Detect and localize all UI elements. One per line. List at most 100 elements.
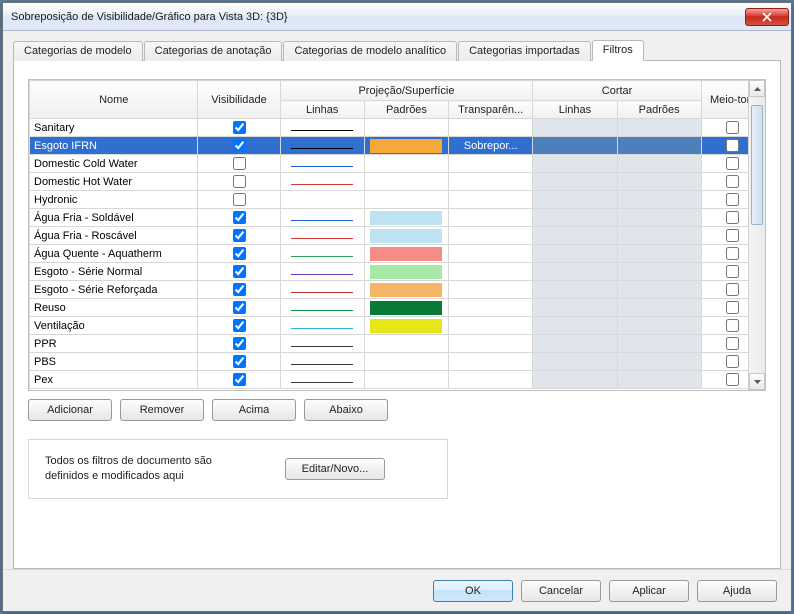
proj-lines-cell[interactable] — [280, 245, 364, 263]
cancel-button[interactable]: Cancelar — [521, 580, 601, 602]
halftone-checkbox[interactable] — [726, 121, 739, 134]
proj-lines-cell[interactable] — [280, 155, 364, 173]
halftone-checkbox[interactable] — [726, 265, 739, 278]
header-proj-transparency[interactable]: Transparên... — [449, 101, 533, 119]
table-row[interactable]: Água Quente - Aquatherm — [30, 245, 765, 263]
filter-name-cell[interactable]: Água Quente - Aquatherm — [30, 245, 198, 263]
proj-patterns-cell[interactable] — [364, 299, 448, 317]
proj-patterns-cell[interactable] — [364, 227, 448, 245]
visibility-checkbox[interactable] — [233, 139, 246, 152]
grid-vertical-scrollbar[interactable] — [748, 80, 765, 390]
cut-patterns-cell[interactable] — [617, 263, 701, 281]
visibility-checkbox[interactable] — [233, 319, 246, 332]
visibility-cell[interactable] — [198, 281, 280, 299]
proj-patterns-cell[interactable] — [364, 119, 448, 137]
proj-transparency-cell[interactable] — [449, 209, 533, 227]
cut-patterns-cell[interactable] — [617, 227, 701, 245]
halftone-checkbox[interactable] — [726, 283, 739, 296]
proj-lines-cell[interactable] — [280, 335, 364, 353]
header-projection[interactable]: Projeção/Superfície — [280, 81, 533, 101]
cut-patterns-cell[interactable] — [617, 317, 701, 335]
halftone-checkbox[interactable] — [726, 355, 739, 368]
add-button[interactable]: Adicionar — [28, 399, 112, 421]
table-row[interactable]: Ventilação — [30, 317, 765, 335]
visibility-cell[interactable] — [198, 155, 280, 173]
proj-transparency-cell[interactable] — [449, 245, 533, 263]
proj-transparency-cell[interactable] — [449, 335, 533, 353]
proj-lines-cell[interactable] — [280, 371, 364, 389]
header-cut[interactable]: Cortar — [533, 81, 701, 101]
cut-patterns-cell[interactable] — [617, 245, 701, 263]
scroll-up-button[interactable] — [749, 80, 765, 97]
visibility-cell[interactable] — [198, 209, 280, 227]
proj-transparency-cell[interactable] — [449, 353, 533, 371]
proj-transparency-cell[interactable] — [449, 299, 533, 317]
table-row[interactable]: Água Fria - Roscável — [30, 227, 765, 245]
table-row[interactable]: Hydronic — [30, 191, 765, 209]
help-button[interactable]: Ajuda — [697, 580, 777, 602]
filter-name-cell[interactable]: Esgoto IFRN — [30, 137, 198, 155]
table-row[interactable]: PPR — [30, 335, 765, 353]
table-row[interactable]: Pex — [30, 371, 765, 389]
table-row[interactable]: Esgoto IFRN Sobrepor... — [30, 137, 765, 155]
proj-patterns-cell[interactable] — [364, 155, 448, 173]
halftone-checkbox[interactable] — [726, 247, 739, 260]
remove-button[interactable]: Remover — [120, 399, 204, 421]
visibility-cell[interactable] — [198, 245, 280, 263]
visibility-cell[interactable] — [198, 335, 280, 353]
filter-name-cell[interactable]: Reuso — [30, 299, 198, 317]
visibility-cell[interactable] — [198, 299, 280, 317]
visibility-cell[interactable] — [198, 119, 280, 137]
cut-lines-cell[interactable] — [533, 155, 617, 173]
visibility-checkbox[interactable] — [233, 211, 246, 224]
halftone-checkbox[interactable] — [726, 157, 739, 170]
table-row[interactable]: Reuso — [30, 299, 765, 317]
halftone-checkbox[interactable] — [726, 175, 739, 188]
cut-lines-cell[interactable] — [533, 227, 617, 245]
visibility-checkbox[interactable] — [233, 193, 246, 206]
cut-patterns-cell[interactable] — [617, 353, 701, 371]
proj-patterns-cell[interactable] — [364, 371, 448, 389]
halftone-checkbox[interactable] — [726, 229, 739, 242]
filter-name-cell[interactable]: Esgoto - Série Normal — [30, 263, 198, 281]
halftone-checkbox[interactable] — [726, 301, 739, 314]
proj-transparency-cell[interactable]: Sobrepor... — [449, 137, 533, 155]
visibility-checkbox[interactable] — [233, 247, 246, 260]
halftone-checkbox[interactable] — [726, 193, 739, 206]
cut-patterns-cell[interactable] — [617, 191, 701, 209]
visibility-cell[interactable] — [198, 317, 280, 335]
visibility-cell[interactable] — [198, 173, 280, 191]
transparency-override-label[interactable]: Sobrepor... — [464, 140, 518, 152]
filter-name-cell[interactable]: Água Fria - Soldável — [30, 209, 198, 227]
proj-transparency-cell[interactable] — [449, 155, 533, 173]
proj-transparency-cell[interactable] — [449, 227, 533, 245]
proj-transparency-cell[interactable] — [449, 371, 533, 389]
proj-lines-cell[interactable] — [280, 209, 364, 227]
scroll-down-button[interactable] — [749, 373, 765, 390]
cut-lines-cell[interactable] — [533, 263, 617, 281]
proj-lines-cell[interactable] — [280, 281, 364, 299]
filter-name-cell[interactable]: Esgoto - Série Reforçada — [30, 281, 198, 299]
visibility-checkbox[interactable] — [233, 265, 246, 278]
proj-transparency-cell[interactable] — [449, 263, 533, 281]
scroll-track[interactable] — [749, 97, 765, 373]
apply-button[interactable]: Aplicar — [609, 580, 689, 602]
proj-lines-cell[interactable] — [280, 353, 364, 371]
cut-lines-cell[interactable] — [533, 353, 617, 371]
cut-patterns-cell[interactable] — [617, 119, 701, 137]
edit-new-button[interactable]: Editar/Novo... — [285, 458, 385, 480]
visibility-checkbox[interactable] — [233, 157, 246, 170]
table-row[interactable]: Esgoto - Série Reforçada — [30, 281, 765, 299]
cut-lines-cell[interactable] — [533, 335, 617, 353]
cut-patterns-cell[interactable] — [617, 371, 701, 389]
halftone-checkbox[interactable] — [726, 139, 739, 152]
filter-name-cell[interactable]: PPR — [30, 335, 198, 353]
header-proj-patterns[interactable]: Padrões — [364, 101, 448, 119]
cut-lines-cell[interactable] — [533, 245, 617, 263]
tab-categorias-de-modelo[interactable]: Categorias de modelo — [13, 41, 143, 61]
visibility-cell[interactable] — [198, 371, 280, 389]
cut-lines-cell[interactable] — [533, 281, 617, 299]
cut-lines-cell[interactable] — [533, 317, 617, 335]
proj-patterns-cell[interactable] — [364, 191, 448, 209]
proj-patterns-cell[interactable] — [364, 335, 448, 353]
